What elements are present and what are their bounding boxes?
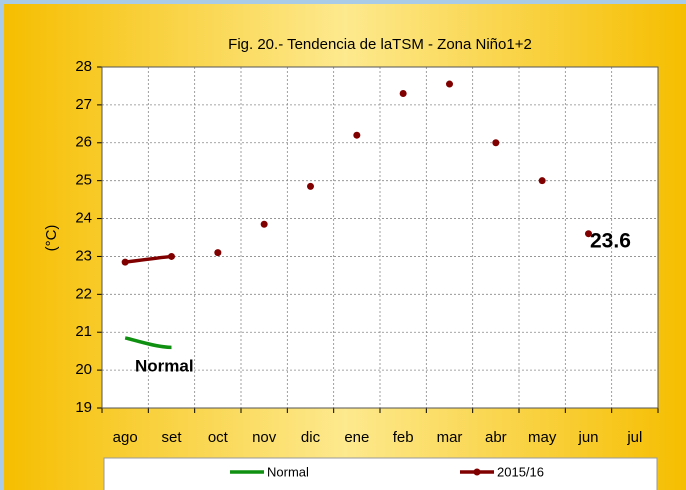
x-tick-label: dic bbox=[301, 429, 321, 446]
legend bbox=[103, 457, 658, 490]
point bbox=[214, 249, 222, 257]
point bbox=[260, 220, 268, 228]
y-tick-label: 26 bbox=[75, 134, 92, 151]
chart-title: Fig. 20.- Tendencia de laTSM - Zona Niño… bbox=[228, 36, 532, 53]
y-tick-label: 25 bbox=[75, 172, 92, 189]
x-tick-label: jul bbox=[626, 429, 642, 446]
x-tick-label: abr bbox=[485, 429, 507, 446]
series-line bbox=[124, 336, 172, 350]
legend-label: Normal bbox=[267, 464, 309, 479]
point bbox=[399, 90, 407, 98]
y-tick-label: 22 bbox=[75, 285, 92, 302]
point bbox=[538, 177, 546, 185]
x-tick-label: may bbox=[528, 429, 557, 446]
x-tick-label: set bbox=[161, 429, 182, 446]
legend-marker bbox=[473, 468, 481, 476]
y-axis-label: (°C) bbox=[43, 225, 60, 252]
point bbox=[353, 131, 361, 139]
x-tick-label: jun bbox=[577, 429, 598, 446]
x-tick-label: nov bbox=[252, 429, 277, 446]
point bbox=[492, 139, 500, 147]
y-tick-label: 24 bbox=[75, 210, 92, 227]
annotation: Normal bbox=[135, 356, 194, 375]
point bbox=[446, 80, 453, 88]
point bbox=[168, 252, 175, 260]
y-tick-label: 20 bbox=[75, 361, 92, 378]
point bbox=[307, 182, 314, 190]
x-tick-label: feb bbox=[393, 429, 414, 446]
y-tick-label: 19 bbox=[75, 399, 92, 416]
x-tick-label: ene bbox=[344, 429, 369, 446]
x-tick-label: ago bbox=[113, 429, 138, 446]
y-tick-label: 23 bbox=[75, 247, 92, 264]
y-tick-label: 21 bbox=[75, 323, 92, 340]
y-tick-label: 28 bbox=[75, 58, 92, 75]
data-label: 23.6 bbox=[590, 230, 631, 253]
point bbox=[585, 230, 592, 238]
x-tick-label: mar bbox=[437, 429, 463, 446]
y-tick-label: 27 bbox=[75, 96, 92, 113]
x-tick-label: oct bbox=[208, 429, 229, 446]
legend-label: 2015/16 bbox=[497, 464, 544, 479]
point bbox=[121, 258, 129, 266]
plot-border bbox=[101, 66, 659, 409]
